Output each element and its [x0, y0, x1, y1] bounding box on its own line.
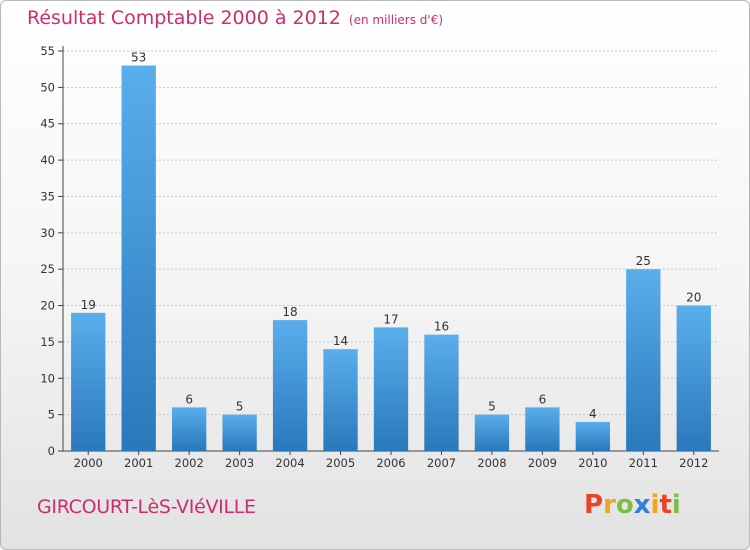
- value-label: 17: [383, 312, 398, 326]
- value-label: 14: [333, 334, 348, 348]
- x-tick-label: 2010: [578, 456, 607, 470]
- x-tick-label: 2006: [376, 456, 405, 470]
- chart-title: Résultat Comptable 2000 à 2012 (en millie…: [27, 7, 443, 29]
- bar-2001: [121, 65, 156, 451]
- y-tick-label: 50: [40, 80, 55, 94]
- y-tick-label: 5: [48, 408, 55, 422]
- y-tick-label: 35: [40, 189, 55, 203]
- x-tick-label: 2001: [124, 456, 153, 470]
- bar-2012: [676, 305, 711, 451]
- y-tick-label: 10: [40, 371, 55, 385]
- bar-2008: [474, 414, 510, 451]
- y-tick-label: 55: [40, 44, 55, 58]
- logo-letter: i: [650, 490, 660, 520]
- bar-2011: [626, 269, 661, 451]
- value-label: 53: [131, 51, 146, 65]
- x-tick-label: 2003: [225, 456, 254, 470]
- x-tick-label: 2002: [175, 456, 204, 470]
- bar-2005: [323, 349, 358, 451]
- label-layer: 19 53 6 5 18 14 17 16 5 6 4 25 20: [81, 51, 702, 421]
- bar-2003: [222, 414, 257, 451]
- y-tick-label: 15: [40, 335, 55, 349]
- value-label: 25: [636, 254, 651, 268]
- logo-letter: o: [615, 490, 634, 520]
- bar-2006: [373, 327, 409, 451]
- value-label: 16: [434, 320, 449, 334]
- logo-letter: i: [671, 490, 681, 520]
- x-tick-label: 2004: [275, 456, 304, 470]
- x-tick-label: 2011: [629, 456, 658, 470]
- chart-title-text: Résultat Comptable 2000 à 2012: [27, 7, 341, 29]
- y-tick-label: 20: [40, 299, 55, 313]
- value-label: 5: [236, 400, 244, 414]
- x-tick-label: 2012: [679, 456, 708, 470]
- x-tick-label: 2000: [74, 456, 103, 470]
- value-label: 5: [488, 400, 496, 414]
- bar-2010: [575, 421, 611, 451]
- bar-2004: [272, 320, 308, 451]
- y-tick-label: 45: [40, 117, 55, 131]
- y-tick-label: 40: [40, 153, 55, 167]
- value-label: 4: [589, 407, 597, 421]
- logo-letter: x: [633, 490, 651, 520]
- value-label: 18: [282, 305, 297, 319]
- chart-unit: (en milliers d'€): [348, 13, 444, 27]
- x-tick-label: 2009: [528, 456, 557, 470]
- y-tick-label: 30: [40, 226, 55, 240]
- bar-2002: [171, 407, 207, 451]
- value-label: 20: [686, 291, 701, 305]
- place-name: GIRCOURT-LèS-VIéVILLE: [37, 496, 256, 518]
- value-label: 6: [539, 392, 547, 406]
- x-tick-label: 2005: [326, 456, 355, 470]
- y-tick-label: 0: [48, 444, 55, 458]
- y-tick-label: 25: [40, 262, 55, 276]
- value-label: 6: [185, 392, 193, 406]
- bar-2000: [71, 312, 106, 451]
- bar-2009: [525, 407, 560, 451]
- logo-letter: P: [584, 490, 604, 520]
- x-tick-label: 2007: [427, 456, 456, 470]
- x-tick-label: 2008: [477, 456, 506, 470]
- bar-2007: [424, 334, 459, 451]
- bar-layer: [71, 65, 711, 451]
- proxiti-logo: Proxiti: [584, 490, 681, 520]
- value-label: 19: [81, 298, 96, 312]
- logo-letter: t: [659, 490, 672, 520]
- logo-letter: r: [603, 490, 616, 520]
